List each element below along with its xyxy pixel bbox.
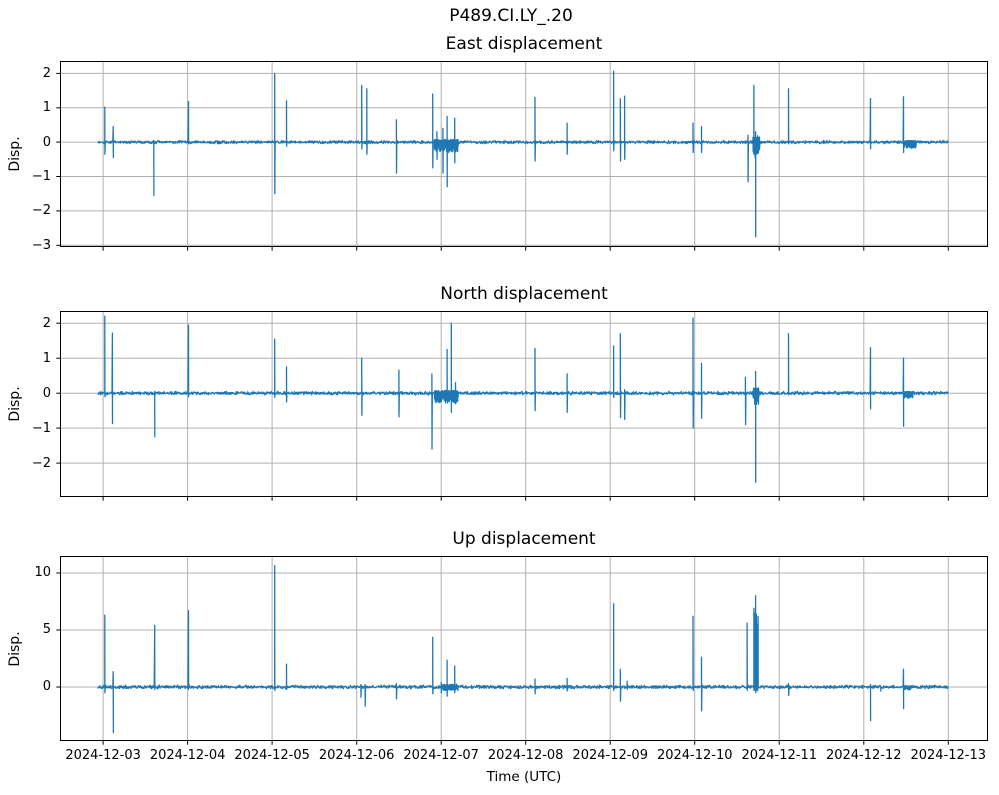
y-tick-label: −3: [31, 237, 51, 253]
x-tick-label: 2024-12-03: [65, 748, 141, 763]
figure-title: P489.CI.LY_.20: [449, 6, 573, 26]
y-tick-label: −1: [31, 169, 51, 185]
x-axis-label: Time (UTC): [486, 769, 562, 785]
y-tick-label: 2: [42, 315, 51, 331]
y-tick-label: 10: [34, 565, 51, 581]
x-tick-label: 2024-12-13: [910, 748, 987, 763]
y-tick-label: −2: [31, 455, 51, 471]
x-tick-label: 2024-12-08: [487, 748, 564, 763]
x-tick-label: 2024-12-04: [149, 748, 226, 763]
x-tick-label: 2024-12-10: [656, 748, 733, 763]
y-tick-label: −2: [31, 203, 51, 219]
x-tick-label: 2024-12-11: [741, 748, 818, 763]
y-tick-label: 1: [42, 350, 51, 366]
plot-area-east: [56, 61, 988, 251]
y-tick-label: 0: [42, 679, 51, 695]
y-tick-label: 0: [42, 385, 51, 401]
subplot-east-title: East displacement: [445, 34, 603, 54]
y-tick-label: 1: [42, 100, 51, 116]
x-tick-label: 2024-12-06: [318, 748, 395, 763]
x-tick-label: 2024-12-05: [234, 748, 310, 763]
plot-area-up: [56, 556, 988, 745]
x-tick-label: 2024-12-09: [572, 748, 648, 763]
y-tick-label: 2: [42, 65, 51, 81]
y-tick-label: −1: [31, 420, 51, 436]
y-tick-label: 5: [42, 622, 51, 638]
plot-area-north: [56, 311, 988, 501]
y-tick-label: 0: [42, 134, 51, 150]
subplot-north-title: North displacement: [440, 284, 608, 304]
subplot-up-title: Up displacement: [452, 529, 596, 549]
x-tick-label: 2024-12-12: [825, 748, 902, 763]
x-tick-label: 2024-12-07: [403, 748, 479, 763]
